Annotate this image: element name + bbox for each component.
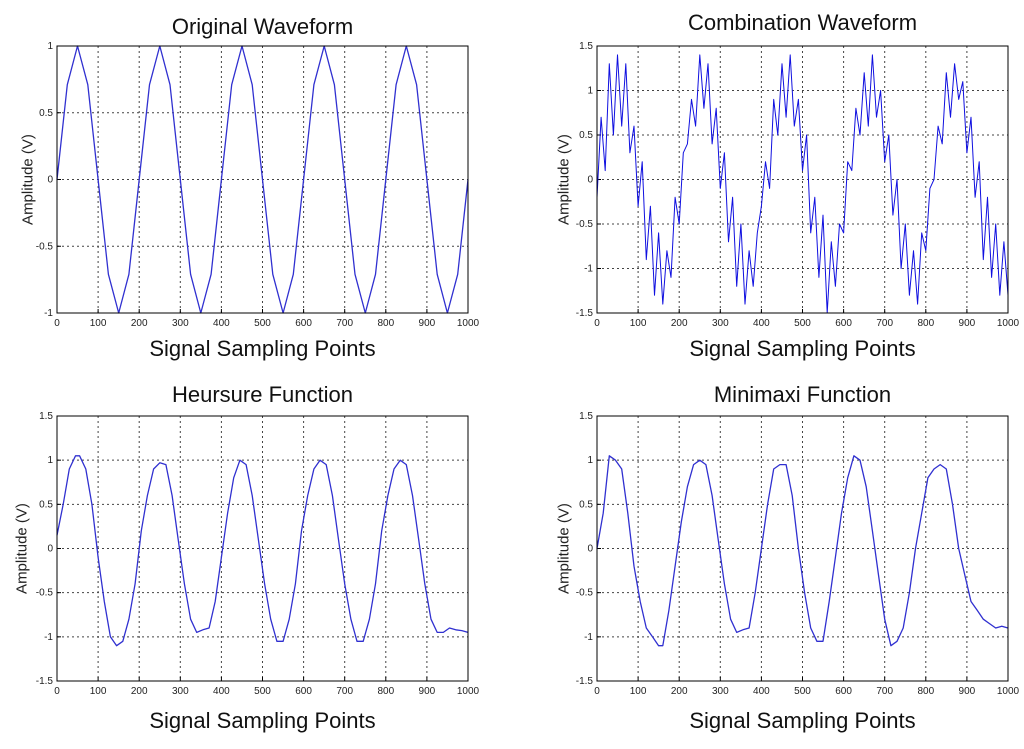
x-tick-label: 600 (835, 318, 852, 329)
y-tick-label: 1 (587, 455, 593, 466)
y-tick-label: -1 (584, 632, 593, 643)
x-tick-label: 600 (835, 686, 852, 697)
y-tick-label: -1 (44, 632, 53, 643)
x-tick-label: 700 (876, 318, 893, 329)
series-line (56, 45, 469, 314)
y-tick-label: 0.5 (579, 130, 593, 141)
y-tick-label: -0.5 (36, 588, 54, 599)
x-tick-label: 1000 (997, 686, 1020, 697)
x-tick-label: 200 (671, 686, 688, 697)
x-tick-label: 0 (594, 686, 600, 697)
x-tick-label: 800 (917, 686, 934, 697)
y-tick-label: 1 (47, 455, 53, 466)
x-tick-label: 200 (131, 686, 148, 697)
y-tick-label: 0.5 (579, 499, 593, 510)
x-tick-label: 900 (959, 318, 976, 329)
y-tick-label: -1 (584, 264, 593, 275)
plot-frame (56, 415, 469, 682)
y-tick-label: 1 (47, 41, 53, 52)
x-tick-label: 100 (630, 318, 647, 329)
x-tick-label: 100 (90, 318, 107, 329)
y-tick-label: -0.5 (576, 588, 594, 599)
y-tick-label: -1.5 (36, 676, 54, 687)
x-tick-label: 0 (54, 686, 60, 697)
x-tick-label: 300 (172, 686, 189, 697)
x-tick-label: 500 (254, 686, 271, 697)
x-tick-label: 300 (172, 318, 189, 329)
x-tick-label: 500 (794, 686, 811, 697)
x-tick-label: 900 (419, 318, 436, 329)
x-tick-label: 500 (254, 318, 271, 329)
x-tick-label: 400 (213, 686, 230, 697)
y-tick-label: 0 (47, 544, 53, 555)
y-tick-label: -0.5 (36, 241, 54, 252)
plot-frame (56, 45, 469, 314)
x-tick-label: 300 (712, 686, 729, 697)
y-tick-label: -0.5 (576, 219, 594, 230)
series-line (56, 455, 469, 647)
y-tick-label: 1.5 (579, 411, 593, 422)
y-tick-label: 1.5 (579, 41, 593, 52)
x-tick-label: 800 (377, 318, 394, 329)
x-tick-label: 400 (753, 318, 770, 329)
series-line (596, 455, 1009, 647)
chart-title: Combination Waveform (687, 10, 918, 35)
x-tick-label: 700 (336, 686, 353, 697)
x-tick-label: 1000 (457, 318, 480, 329)
x-tick-label: 1000 (457, 686, 480, 697)
x-tick-label: 800 (377, 686, 394, 697)
x-tick-label: 700 (876, 686, 893, 697)
y-tick-label: -1.5 (576, 308, 594, 319)
x-tick-label: 100 (630, 686, 647, 697)
x-tick-label: 1000 (997, 318, 1020, 329)
x-axis-label: Signal Sampling Points (149, 708, 376, 733)
x-tick-label: 300 (712, 318, 729, 329)
x-tick-label: 500 (794, 318, 811, 329)
y-tick-label: 0.5 (39, 499, 53, 510)
plot-frame (596, 415, 1009, 682)
x-tick-label: 900 (419, 686, 436, 697)
series-line (596, 54, 1009, 314)
plot-frame (596, 45, 1009, 314)
y-tick-label: -1.5 (576, 676, 594, 687)
chart-title: Original Waveform (171, 14, 354, 39)
x-tick-label: 700 (336, 318, 353, 329)
x-tick-label: 800 (917, 318, 934, 329)
x-tick-label: 400 (753, 686, 770, 697)
y-tick-label: 0.5 (39, 108, 53, 119)
x-tick-label: 0 (54, 318, 60, 329)
y-tick-label: 0 (587, 544, 593, 555)
x-tick-label: 200 (131, 318, 148, 329)
x-tick-label: 0 (594, 318, 600, 329)
y-tick-label: -1 (44, 308, 53, 319)
x-tick-label: 100 (90, 686, 107, 697)
x-tick-label: 900 (959, 686, 976, 697)
y-tick-label: 1 (587, 86, 593, 97)
x-tick-label: 600 (295, 686, 312, 697)
x-axis-label: Signal Sampling Points (689, 336, 916, 361)
x-axis-label: Signal Sampling Points (149, 336, 376, 361)
x-tick-label: 600 (295, 318, 312, 329)
chart-title: Minimaxi Function (713, 382, 892, 407)
y-tick-label: 0 (587, 175, 593, 186)
y-tick-label: 1.5 (39, 411, 53, 422)
y-tick-label: 0 (47, 175, 53, 186)
chart-title: Heursure Function (172, 382, 353, 407)
x-tick-label: 200 (671, 318, 688, 329)
x-tick-label: 400 (213, 318, 230, 329)
x-axis-label: Signal Sampling Points (689, 708, 916, 733)
